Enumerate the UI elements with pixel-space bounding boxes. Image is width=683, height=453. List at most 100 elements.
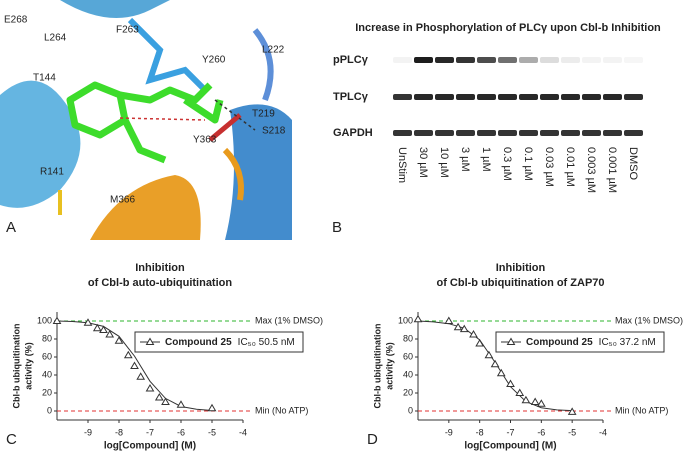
x-tick-label: -7 — [146, 427, 154, 437]
residue-label: T144 — [33, 73, 56, 84]
residue-label: L222 — [262, 45, 285, 56]
data-point — [490, 359, 500, 368]
data-point — [154, 393, 164, 401]
residue-label: M366 — [110, 195, 135, 206]
y-tick-label: 60 — [403, 351, 413, 361]
x-tick-label: -5 — [568, 427, 576, 437]
data-point — [136, 372, 146, 380]
blot-band — [624, 130, 643, 136]
blot-band — [456, 57, 475, 63]
data-point — [145, 384, 155, 392]
legend-name: Compound 25 — [165, 337, 232, 348]
lane-label: UnStim — [396, 147, 408, 183]
lane-label: 0.3 µM — [501, 147, 513, 181]
y-axis-label: Cbl-b ubiquitination — [372, 324, 382, 409]
x-tick-label: -4 — [239, 427, 247, 437]
chart-title: Inhibition — [496, 262, 546, 274]
legend-name: Compound 25 — [526, 337, 593, 348]
panel-letter: A — [6, 219, 16, 236]
blot-band — [624, 94, 643, 100]
blot-band — [561, 130, 580, 136]
residue-label: S218 — [262, 126, 286, 137]
blot-band — [603, 130, 622, 136]
x-tick-label: -5 — [208, 427, 216, 437]
blot-band — [582, 130, 601, 136]
blot-band — [414, 57, 433, 63]
blot-band — [435, 130, 454, 136]
y-tick-label: 80 — [42, 333, 52, 343]
y-tick-label: 0 — [47, 405, 52, 415]
blot-band — [498, 130, 517, 136]
x-tick-label: -6 — [177, 427, 185, 437]
blot-band — [624, 57, 643, 63]
y-axis-label: Cbl-b ubiquitination — [11, 324, 21, 409]
data-point — [536, 399, 546, 407]
residue-label: L264 — [44, 33, 67, 44]
blot-band — [477, 130, 496, 136]
y-axis-label: activity (%) — [384, 342, 394, 390]
blot-band — [477, 57, 496, 63]
reference-label: Min (No ATP) — [255, 405, 308, 415]
x-axis-label: log[Compound] (M) — [464, 441, 556, 452]
data-point — [567, 407, 577, 415]
x-tick-label: -8 — [115, 427, 123, 437]
data-point — [515, 388, 525, 396]
residue-label: T219 — [252, 109, 275, 120]
y-tick-label: 0 — [408, 405, 413, 415]
data-point — [469, 330, 478, 338]
y-axis-label: activity (%) — [23, 342, 33, 390]
blot-band — [393, 130, 412, 136]
lane-label: 0.03 µM — [543, 147, 555, 187]
legend-annotation: IC₅₀ 37.2 nM — [599, 337, 656, 348]
blot-band — [561, 57, 580, 63]
data-point — [484, 350, 494, 359]
residue-label: Y363 — [193, 135, 217, 146]
blot-row-label: GAPDH — [333, 127, 373, 139]
lane-label: 10 µM — [438, 147, 450, 178]
data-point — [83, 318, 93, 326]
reference-label: Max (1% DMSO) — [615, 315, 683, 325]
data-point — [496, 368, 506, 377]
blot-band — [414, 94, 433, 100]
lane-label: 1 µM — [480, 147, 492, 172]
data-point — [105, 330, 115, 338]
data-point — [530, 397, 540, 405]
lane-label: 0.1 µM — [522, 147, 534, 181]
data-point — [444, 316, 454, 324]
data-point — [506, 379, 515, 387]
blot-band — [414, 130, 433, 136]
blot-title: Increase in Phosphorylation of PLCγ upon… — [355, 22, 661, 34]
data-point — [176, 400, 186, 408]
residue-label: Y260 — [202, 55, 226, 66]
residue-label: F263 — [116, 25, 139, 36]
chart-title: of Cbl-b auto-ubiquitination — [88, 277, 232, 289]
blot-band — [456, 130, 475, 136]
residue-label: E268 — [4, 15, 28, 26]
lane-label: 0.01 µM — [564, 147, 576, 187]
blot-row-label: TPLCγ — [333, 91, 369, 103]
data-point — [521, 395, 531, 404]
blot-row-label: pPLCγ — [333, 54, 369, 66]
blot-band — [435, 57, 454, 63]
x-tick-label: -4 — [599, 427, 607, 437]
blot-band — [582, 57, 601, 63]
blot-band — [519, 130, 538, 136]
y-tick-label: 80 — [403, 333, 413, 343]
legend-marker — [145, 337, 155, 345]
x-tick-label: -9 — [84, 427, 92, 437]
blot-band — [540, 130, 559, 136]
data-point — [52, 316, 62, 324]
data-point — [413, 314, 423, 323]
lane-label: DMSO — [627, 147, 639, 180]
blot-band — [519, 57, 538, 63]
blot-band — [393, 57, 412, 63]
blot-band — [561, 94, 580, 100]
y-tick-label: 60 — [42, 351, 52, 361]
y-tick-label: 100 — [37, 315, 52, 325]
blot-band — [540, 94, 559, 100]
data-point — [130, 361, 139, 369]
data-point — [475, 339, 485, 347]
legend-text: Compound 25 IC₅₀ 50.5 nM — [165, 337, 295, 348]
lane-label: 0.001 µM — [606, 147, 618, 193]
